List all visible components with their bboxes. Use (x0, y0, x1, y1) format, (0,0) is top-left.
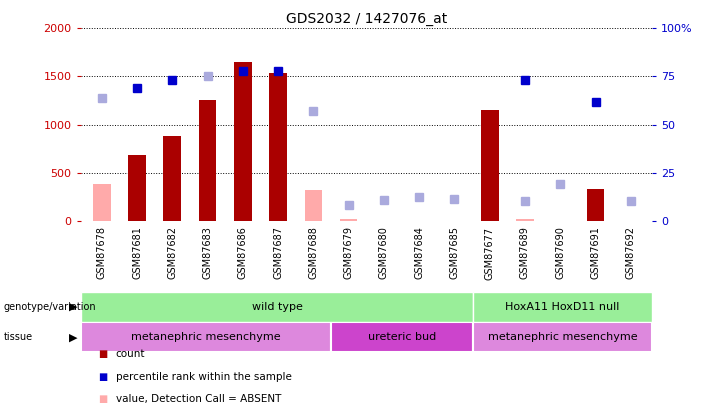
Text: percentile rank within the sample: percentile rank within the sample (116, 372, 292, 382)
Text: GSM87689: GSM87689 (520, 226, 530, 279)
Text: GSM87681: GSM87681 (132, 226, 142, 279)
Text: GSM87682: GSM87682 (168, 226, 177, 279)
Text: ▶: ▶ (69, 332, 77, 342)
Text: metanephric mesenchyme: metanephric mesenchyme (131, 332, 280, 342)
Bar (128, 155, 146, 221)
Text: HoxA11 HoxD11 null: HoxA11 HoxD11 null (505, 302, 620, 312)
Title: GDS2032 / 1427076_at: GDS2032 / 1427076_at (285, 12, 447, 26)
Text: GSM87688: GSM87688 (308, 226, 318, 279)
Text: GSM87677: GSM87677 (484, 226, 495, 279)
Text: GSM87687: GSM87687 (273, 226, 283, 279)
Bar (163, 136, 181, 221)
Text: ■: ■ (98, 394, 107, 404)
Text: ■: ■ (98, 350, 107, 359)
Bar (473, 292, 652, 322)
Text: value, Detection Call = ABSENT: value, Detection Call = ABSENT (116, 394, 281, 404)
Text: metanephric mesenchyme: metanephric mesenchyme (488, 332, 637, 342)
Bar (473, 322, 652, 352)
Text: ▶: ▶ (69, 302, 77, 312)
Bar (340, 219, 358, 221)
Bar (516, 219, 533, 221)
Bar (587, 189, 604, 221)
Bar (269, 72, 287, 221)
Bar (199, 100, 217, 221)
Text: ■: ■ (98, 372, 107, 382)
Text: GSM87680: GSM87680 (379, 226, 389, 279)
Text: GSM87684: GSM87684 (414, 226, 424, 279)
Bar (81, 322, 331, 352)
Bar (304, 190, 322, 221)
Bar (234, 62, 252, 221)
Text: wild type: wild type (252, 302, 302, 312)
Bar (331, 322, 473, 352)
Bar (93, 184, 111, 221)
Text: tissue: tissue (4, 332, 33, 342)
Text: genotype/variation: genotype/variation (4, 302, 96, 312)
Text: GSM87679: GSM87679 (343, 226, 353, 279)
Text: count: count (116, 350, 145, 359)
Text: GSM87683: GSM87683 (203, 226, 212, 279)
Text: ureteric bud: ureteric bud (368, 332, 436, 342)
Text: GSM87690: GSM87690 (555, 226, 565, 279)
Bar (81, 292, 473, 322)
Bar (481, 110, 498, 221)
Text: GSM87692: GSM87692 (626, 226, 636, 279)
Text: GSM87686: GSM87686 (238, 226, 248, 279)
Text: GSM87685: GSM87685 (449, 226, 459, 279)
Text: GSM87691: GSM87691 (590, 226, 601, 279)
Text: GSM87678: GSM87678 (97, 226, 107, 279)
